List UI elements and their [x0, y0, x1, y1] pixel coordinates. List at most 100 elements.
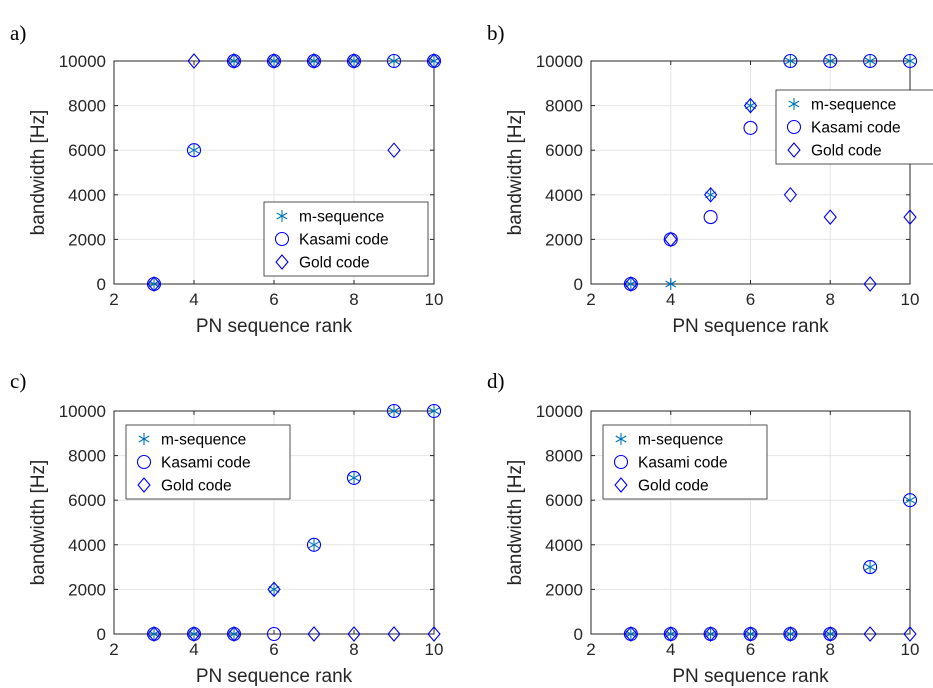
data-point-kasami-code [863, 560, 878, 575]
legend-label-kasami-code: Kasami code [811, 120, 901, 137]
x-tick-label: 10 [901, 290, 920, 309]
legend-label-gold-code: Gold code [811, 143, 882, 160]
y-tick-label: 6000 [68, 491, 106, 510]
x-tick-label: 10 [425, 640, 444, 659]
legend-marker-kasami-code [136, 454, 152, 470]
data-point-m-sequence [228, 55, 240, 67]
data-point-m-sequence [348, 471, 360, 484]
data-point-m-sequence [308, 55, 320, 67]
y-tick-label: 8000 [68, 447, 106, 466]
y-tick-label: 8000 [545, 447, 583, 466]
data-point-gold-code [347, 53, 361, 69]
data-point-m-sequence [784, 628, 796, 640]
data-point-m-sequence [188, 628, 200, 640]
chart-panel-b: b) 2 4 6 8 10 0 2000 4000 6000 8000 10000 PN sequenc… [487, 21, 933, 337]
data-point-gold-code [664, 626, 678, 642]
data-point-kasami-code [743, 120, 758, 135]
series-m-sequence [625, 494, 916, 640]
legend-label-kasami-code: Kasami code [299, 232, 389, 249]
data-point-m-sequence [388, 55, 400, 67]
y-tick-label: 6000 [545, 141, 583, 160]
data-point-gold-code [147, 276, 161, 292]
data-point-gold-code [743, 626, 758, 642]
data-point-m-sequence [348, 55, 360, 67]
series-m-sequence [625, 55, 916, 290]
y-axis-title: bandwidth [Hz] [505, 110, 526, 236]
legend-box [125, 424, 291, 500]
x-tick-label: 4 [666, 640, 675, 659]
legend-box [263, 201, 429, 277]
legend-label-m-sequence: m-sequence [161, 432, 246, 449]
y-tick-label: 0 [574, 625, 583, 644]
data-point-gold-code [267, 581, 281, 598]
x-axis-title: PN sequence rank [196, 316, 353, 337]
data-point-m-sequence [148, 628, 160, 640]
data-point-kasami-code [426, 403, 442, 419]
y-tick-label: 4000 [545, 536, 583, 555]
panel-tag: c) [10, 369, 26, 393]
data-point-gold-code [783, 626, 798, 642]
legend-marker-kasami-code [274, 231, 290, 247]
x-tick-label: 6 [269, 290, 278, 309]
legend-label-kasami-code: Kasami code [638, 455, 728, 472]
chart-panel-a: a) 2 4 6 8 10 0 2000 4000 6000 8000 10000 PN sequenc… [10, 21, 443, 337]
series-gold-code [624, 626, 917, 642]
data-point-kasami-code [386, 53, 402, 69]
legend-marker-kasami-code [786, 119, 802, 135]
data-point-m-sequence [625, 628, 637, 640]
y-tick-label: 8000 [68, 97, 106, 116]
x-tick-label: 6 [746, 640, 755, 659]
x-tick-label: 4 [189, 290, 198, 309]
chart-panel-c: c) 2 4 6 8 10 0 2000 4000 6000 8000 10000 PN sequenc… [10, 369, 443, 687]
data-point-gold-code [227, 53, 241, 69]
x-tick-label: 2 [586, 290, 595, 309]
data-point-gold-code [624, 626, 638, 642]
y-tick-label: 0 [97, 275, 106, 294]
data-point-m-sequence [864, 55, 876, 67]
legend: m-sequence Kasami code Gold code [775, 89, 933, 165]
data-point-m-sequence [428, 55, 440, 67]
y-tick-label: 4000 [545, 186, 583, 205]
data-point-m-sequence [705, 188, 717, 201]
data-point-gold-code [187, 626, 201, 642]
x-tick-label: 6 [269, 640, 278, 659]
data-point-gold-code [703, 186, 718, 203]
x-tick-label: 10 [425, 290, 444, 309]
x-tick-label: 10 [901, 640, 920, 659]
legend-box [602, 424, 768, 500]
legend-marker-gold-code [787, 142, 801, 158]
legend: m-sequence Kasami code Gold code [125, 424, 291, 500]
y-tick-label: 2000 [545, 580, 583, 599]
panel-tag: d) [487, 369, 505, 393]
data-point-gold-code [863, 276, 877, 292]
data-point-m-sequence [824, 55, 836, 67]
x-tick-label: 6 [746, 290, 755, 309]
data-point-gold-code [307, 626, 321, 642]
data-point-m-sequence [268, 55, 280, 67]
legend-label-gold-code: Gold code [161, 478, 232, 495]
data-point-gold-code [863, 626, 877, 642]
y-tick-label: 10000 [536, 52, 583, 71]
data-point-gold-code [743, 97, 758, 114]
series-gold-code [147, 581, 441, 642]
data-point-gold-code [227, 626, 241, 642]
y-tick-label: 10000 [59, 52, 106, 71]
data-point-kasami-code [902, 53, 918, 69]
x-tick-label: 8 [826, 290, 835, 309]
x-tick-label: 2 [586, 640, 595, 659]
data-point-gold-code [664, 231, 678, 248]
data-point-kasami-code [266, 626, 282, 642]
legend-marker-gold-code [137, 477, 151, 493]
data-point-gold-code [267, 53, 281, 69]
data-point-kasami-code [386, 403, 402, 419]
data-point-m-sequence [268, 583, 280, 596]
series-m-sequence [148, 55, 440, 290]
data-point-kasami-code [703, 210, 718, 225]
data-point-m-sequence [705, 628, 717, 640]
data-point-kasami-code [186, 143, 202, 158]
y-tick-label: 2000 [68, 580, 106, 599]
legend-marker-m-sequence [276, 210, 288, 222]
y-tick-label: 0 [97, 625, 106, 644]
legend: m-sequence Kasami code Gold code [263, 201, 429, 277]
